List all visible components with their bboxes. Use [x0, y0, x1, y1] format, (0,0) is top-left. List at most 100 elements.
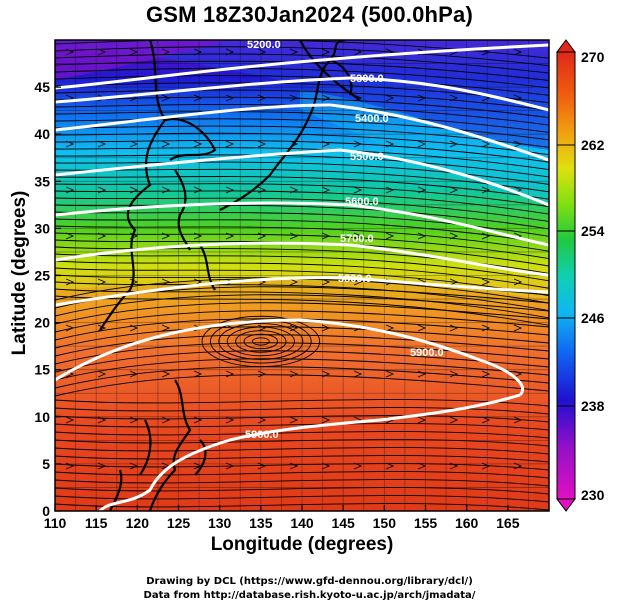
- streamline-arrow: [513, 370, 523, 378]
- streamline: [55, 358, 549, 381]
- streamline-arrow: [385, 462, 395, 470]
- streamline-arrow: [321, 324, 331, 332]
- streamline: [55, 67, 549, 89]
- x-tick-label: 150: [373, 515, 397, 531]
- streamline: [55, 218, 549, 245]
- colorbar-max-label: 270: [581, 49, 605, 65]
- streamline-eddy: [218, 322, 304, 360]
- streamline-arrow: [353, 370, 363, 378]
- y-tick-label: 25: [34, 268, 50, 284]
- streamline-arrow: [321, 140, 331, 148]
- streamline-arrow: [289, 186, 299, 194]
- streamline-arrow: [225, 48, 235, 56]
- streamline-arrow: [449, 370, 459, 378]
- streamline-arrow: [225, 416, 235, 424]
- streamline-arrow: [65, 48, 75, 56]
- coastlines: [99, 40, 361, 511]
- streamline: [55, 132, 549, 156]
- streamline-arrow: [97, 416, 107, 424]
- streamline: [55, 147, 549, 170]
- streamline-arrow: [161, 186, 171, 194]
- streamline-arrow: [481, 370, 491, 378]
- contour-label: 5300.0: [350, 73, 384, 85]
- x-tick-label: 130: [208, 515, 232, 531]
- streamline-arrow: [225, 94, 235, 102]
- map-title: GSM 18Z30Jan2024 (500.0hPa): [145, 2, 474, 27]
- streamline-arrow: [97, 48, 107, 56]
- streamline: [55, 183, 549, 208]
- streamline-arrow: [97, 232, 107, 240]
- streamline-arrow: [129, 186, 139, 194]
- streamline: [55, 140, 549, 163]
- streamline-arrow: [321, 232, 331, 240]
- streamline: [55, 455, 549, 463]
- streamline-arrow: [97, 278, 107, 286]
- streamline-arrow: [449, 94, 459, 102]
- drawing-credit: Drawing by DCL (https://www.gfd-dennou.o…: [146, 576, 473, 587]
- x-axis: 110 115 120 125 130 135 140 145 150 155 160 165: [44, 505, 520, 531]
- streamline: [55, 407, 549, 415]
- streamline-arrow: [321, 94, 331, 102]
- streamline-arrow: [417, 140, 427, 148]
- streamline-arrow: [289, 94, 299, 102]
- streamline-arrow: [513, 48, 523, 56]
- streamline-arrow: [161, 232, 171, 240]
- contour-labels: 5200.0 5300.0 5400.0 5500.0 5600.0 5700.…: [245, 39, 444, 441]
- streamline-eddy: [235, 330, 287, 353]
- streamline: [55, 89, 549, 111]
- x-tick-label: 110: [44, 515, 67, 531]
- streamline-arrow: [225, 462, 235, 470]
- streamline: [55, 46, 549, 67]
- streamline-arrow: [129, 370, 139, 378]
- streamline-arrow: [65, 278, 75, 286]
- streamline: [55, 190, 549, 215]
- streamline-arrow: [129, 416, 139, 424]
- colorbar: 270 262 254 246 238 230: [556, 39, 605, 512]
- streamline-arrow: [161, 94, 171, 102]
- streamline-arrow: [417, 416, 427, 424]
- streamline-arrow: [449, 140, 459, 148]
- streamline-arrow: [449, 324, 459, 332]
- streamline-arrow: [385, 140, 395, 148]
- streamline: [55, 204, 549, 230]
- y-axis-label: Latitude (degrees): [9, 190, 30, 356]
- x-tick-label: 140: [290, 515, 314, 531]
- streamline-arrow: [513, 324, 523, 332]
- colorbar-min-label: 230: [581, 487, 605, 503]
- streamline-arrow: [417, 462, 427, 470]
- y-tick-label: 15: [34, 362, 50, 378]
- streamline-arrow: [161, 278, 171, 286]
- colorbar-tick-label: 254: [581, 223, 605, 239]
- colorbar-tick-label: 262: [581, 137, 605, 153]
- streamline: [55, 447, 549, 455]
- streamline-arrow: [481, 186, 491, 194]
- streamline: [55, 294, 549, 317]
- x-tick-label: 145: [331, 515, 355, 531]
- streamline-arrow: [257, 232, 267, 240]
- colorbar-gradient: [556, 51, 576, 500]
- streamline-arrow: [257, 416, 267, 424]
- streamline-arrow: [289, 232, 299, 240]
- streamline-arrow: [129, 48, 139, 56]
- streamline-arrow: [353, 462, 363, 470]
- streamline-arrow: [353, 232, 363, 240]
- streamline-arrow: [193, 186, 203, 194]
- streamline: [55, 253, 549, 282]
- streamline-arrow: [193, 94, 203, 102]
- streamline-arrow: [385, 232, 395, 240]
- streamline-arrow: [193, 140, 203, 148]
- streamline: [55, 103, 549, 126]
- streamline-arrow: [257, 462, 267, 470]
- streamline-arrow: [385, 324, 395, 332]
- streamline-arrow: [65, 462, 75, 470]
- streamline-arrow: [193, 232, 203, 240]
- streamline-arrow: [129, 324, 139, 332]
- streamline-arrow: [513, 278, 523, 286]
- streamline-arrow: [513, 140, 523, 148]
- streamline: [55, 197, 549, 222]
- streamline: [55, 260, 549, 289]
- streamline-arrow: [225, 232, 235, 240]
- y-tick-label: 30: [34, 220, 50, 236]
- streamline: [55, 326, 549, 349]
- streamline-arrow: [257, 140, 267, 148]
